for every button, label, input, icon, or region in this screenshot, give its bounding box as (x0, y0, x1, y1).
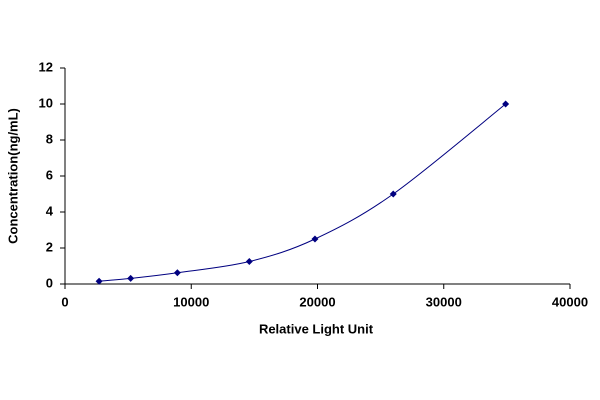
x-tick-label: 20000 (299, 294, 335, 309)
point (389, 190, 397, 198)
x-axis-label: Relative Light Unit (259, 321, 374, 336)
y-tick-label: 8 (46, 131, 53, 146)
y-tick-label: 6 (46, 167, 53, 182)
point (95, 277, 103, 285)
point (245, 258, 253, 265)
trend-line (99, 103, 506, 282)
y-tick-label: 4 (46, 203, 54, 218)
y-tick-label: 12 (39, 59, 53, 74)
y-tick-label: 2 (46, 239, 53, 254)
y-tick-label: 10 (39, 95, 53, 110)
point (173, 269, 181, 277)
x-tick-label: 10000 (173, 294, 209, 309)
point (311, 235, 319, 243)
x-tick-label: 30000 (426, 294, 462, 309)
point (502, 100, 510, 108)
y-axis-label: Concentration(ng/mL) (5, 108, 20, 244)
point (127, 274, 135, 282)
x-tick-label: 0 (61, 294, 68, 309)
x-tick-label: 40000 (552, 294, 588, 309)
y-tick-label: 0 (46, 275, 53, 290)
